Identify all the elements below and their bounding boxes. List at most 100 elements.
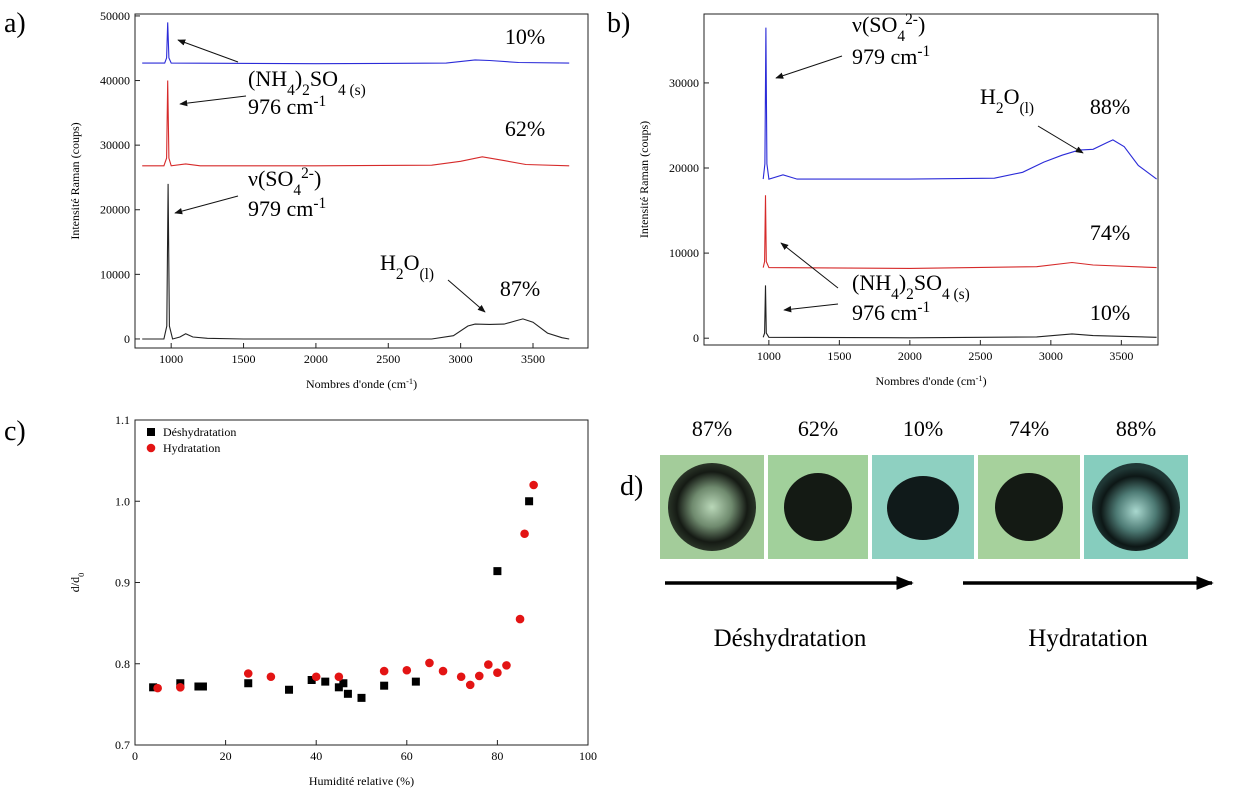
- y-axis-label: Intensité Raman (coups): [68, 122, 82, 239]
- point: [474, 671, 484, 681]
- annotation-run: H: [380, 250, 396, 275]
- annotation-run: ν(SO: [248, 166, 293, 191]
- droplet: [668, 463, 756, 551]
- annotation-run: (l): [419, 266, 434, 283]
- droplet: [995, 473, 1063, 541]
- point: [493, 567, 502, 576]
- annotation-run: -1: [313, 93, 326, 110]
- annotation-arrow: [447, 279, 486, 313]
- micrographs: [660, 455, 1214, 590]
- spectrum: [142, 80, 570, 167]
- annotation-run: ): [918, 12, 925, 37]
- point: [307, 676, 316, 684]
- point: [380, 681, 389, 690]
- micrograph-label: 74%: [1009, 416, 1049, 441]
- x-tick-label: 1000: [159, 352, 183, 366]
- point: [176, 683, 185, 692]
- annotation-run: SO: [914, 270, 942, 295]
- y-tick-label: 10000: [100, 267, 130, 281]
- y-tick-label: 10000: [669, 246, 699, 260]
- x-tick-label: 3000: [449, 352, 473, 366]
- y-axis-label-run: d/d: [68, 577, 82, 592]
- y-tick-label: 0.7: [115, 738, 130, 752]
- annotation-arrow: [174, 195, 239, 215]
- point: [311, 672, 321, 682]
- annotation: H2O(l): [980, 84, 1034, 117]
- point: [321, 677, 330, 686]
- point: [425, 658, 434, 668]
- annotation-run: 979 cm: [248, 196, 313, 221]
- annotation-run: 4: [891, 286, 899, 303]
- series-label: 88%: [1090, 94, 1130, 119]
- y-tick-label: 0.8: [115, 657, 130, 671]
- y-tick-label: 50000: [100, 9, 130, 23]
- annotation-run: SO: [310, 66, 338, 91]
- x-tick-label: 3500: [521, 352, 545, 366]
- x-axis-label-run: -1: [976, 374, 983, 383]
- annotation-run: (s): [346, 82, 366, 99]
- series-label: 10%: [1090, 300, 1130, 325]
- point: [194, 682, 203, 691]
- point: [198, 682, 207, 691]
- micrograph-label: 10%: [903, 416, 943, 441]
- y-tick-label: 1.1: [115, 413, 130, 427]
- x-tick-label: 0: [132, 749, 138, 763]
- spectrum: [762, 285, 1157, 339]
- annotation-run: 2-: [905, 11, 918, 28]
- annotation-arrow: [775, 55, 843, 79]
- annotation-run: 4: [942, 286, 950, 303]
- legend-marker: [146, 443, 156, 453]
- point: [529, 480, 538, 490]
- y-axis-label: d/d0: [68, 573, 86, 593]
- x-tick-label: 3000: [1039, 349, 1063, 363]
- point: [244, 679, 253, 688]
- annotation-run: 4: [287, 82, 295, 99]
- annotation-run: -1: [917, 299, 930, 316]
- x-tick-label: 2500: [968, 349, 992, 363]
- micrograph-label: 62%: [798, 416, 838, 441]
- x-tick-label: 60: [401, 749, 413, 763]
- annotation-run: 979 cm: [852, 44, 917, 69]
- x-axis-label-run: ): [413, 377, 417, 391]
- legend-label: Déshydratation: [163, 425, 236, 439]
- droplet: [1092, 463, 1180, 551]
- y-tick-label: 1.0: [115, 494, 130, 508]
- point: [493, 668, 502, 677]
- series-label: 62%: [505, 116, 545, 141]
- annotation-run: ): [899, 270, 906, 295]
- point: [525, 497, 534, 506]
- process-label: Hydratation: [1028, 625, 1148, 652]
- x-tick-label: 2500: [376, 352, 400, 366]
- x-tick-label: 2000: [304, 352, 328, 366]
- annotation: (NH4)2SO4 (s): [852, 270, 970, 303]
- plot-frame: [703, 13, 1159, 346]
- annotation-run: -1: [313, 195, 326, 212]
- annotation: H2O(l): [380, 250, 434, 283]
- y-tick-label: 40000: [100, 74, 130, 88]
- point: [334, 672, 344, 682]
- point: [456, 672, 466, 682]
- x-tick-label: 1000: [757, 349, 781, 363]
- point: [379, 666, 389, 676]
- point: [520, 529, 529, 539]
- annotation: 979 cm-1: [852, 43, 930, 70]
- panel-label: c): [4, 416, 26, 447]
- panel-label: a): [4, 8, 26, 39]
- point: [343, 689, 352, 698]
- panel-label: d): [620, 471, 643, 502]
- x-tick-label: 1500: [232, 352, 256, 366]
- point: [438, 666, 448, 676]
- annotation-run: ): [295, 66, 302, 91]
- annotation-arrow: [780, 242, 839, 289]
- point: [515, 614, 525, 624]
- annotation-run: (s): [950, 286, 970, 303]
- point: [243, 669, 253, 678]
- annotation-run: 976 cm: [852, 300, 917, 325]
- annotation: 976 cm-1: [248, 93, 326, 120]
- spectrum: [142, 183, 570, 340]
- point: [153, 683, 162, 693]
- y-tick-label: 30000: [100, 138, 130, 152]
- annotation-run: ): [314, 166, 321, 191]
- point: [266, 672, 276, 682]
- annotation: (NH4)2SO4 (s): [248, 66, 366, 99]
